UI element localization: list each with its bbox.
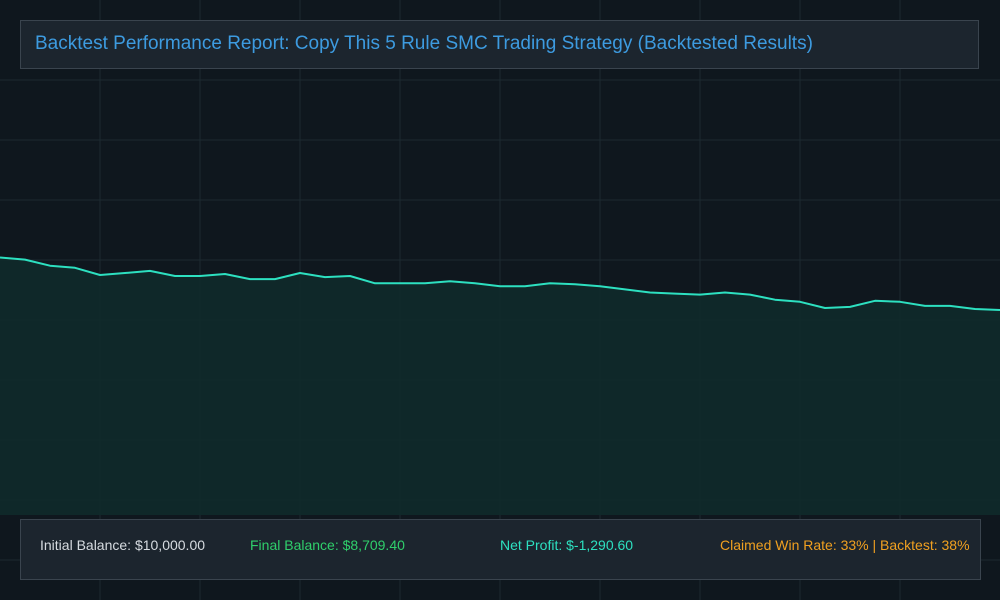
- net-profit: Net Profit: $-1,290.60: [500, 537, 634, 553]
- final-balance: Final Balance: $8,709.40: [250, 537, 405, 553]
- equity-area: [0, 257, 1000, 515]
- equity-line: [0, 256, 1000, 311]
- initial-balance: Initial Balance: $10,000.00: [40, 537, 206, 553]
- report-title: Backtest Performance Report: Copy This 5…: [35, 33, 813, 54]
- title-panel: Backtest Performance Report: Copy This 5…: [20, 20, 979, 69]
- stats-panel: Initial Balance: $10,000.00 Final Balanc…: [20, 519, 981, 580]
- win-rate: Claimed Win Rate: 33% | Backtest: 38%: [720, 537, 970, 553]
